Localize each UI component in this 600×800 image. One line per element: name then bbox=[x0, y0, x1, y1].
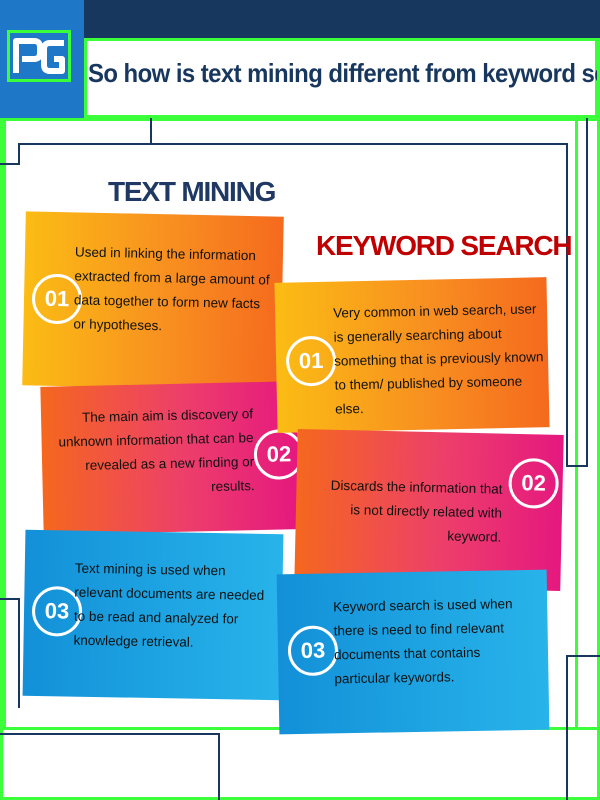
card-text: Discards the information that is not dir… bbox=[330, 477, 503, 545]
text-mining-heading: TEXT MINING bbox=[108, 176, 276, 207]
top-bar bbox=[0, 0, 600, 38]
frame-line bbox=[150, 118, 152, 144]
card-text: Used in linking the information extracte… bbox=[73, 244, 270, 334]
frame-line bbox=[566, 655, 568, 800]
keyword-search-card-3: 03 Keyword search is used when there is … bbox=[276, 569, 550, 735]
page-title: So how is text mining different from key… bbox=[88, 58, 600, 88]
inner-right-border bbox=[575, 121, 578, 727]
number-badge: 01 bbox=[285, 335, 337, 387]
keyword-search-heading: KEYWORD SEARCH bbox=[316, 230, 573, 261]
number-badge: 02 bbox=[508, 457, 560, 509]
inner-left-border bbox=[3, 121, 6, 727]
pg-logo-icon bbox=[13, 38, 65, 74]
frame-line bbox=[0, 598, 20, 600]
frame-line bbox=[0, 163, 20, 165]
frame-line bbox=[18, 598, 20, 708]
card-text: Very common in web search, user is gener… bbox=[332, 301, 544, 417]
bottom-border bbox=[0, 797, 600, 800]
frame-line bbox=[218, 733, 220, 800]
card-text: Keyword search is used when there is nee… bbox=[333, 596, 513, 687]
left-border bbox=[0, 118, 3, 800]
card-text: Text mining is used when relevant docume… bbox=[73, 560, 265, 650]
title-box bbox=[84, 38, 598, 118]
frame-line bbox=[566, 655, 600, 657]
card-text: The main aim is discovery of unknown inf… bbox=[58, 406, 255, 495]
frame-line bbox=[18, 143, 568, 145]
right-border bbox=[597, 38, 600, 800]
text-mining-card-1: 01 Used in linking the information extra… bbox=[22, 211, 284, 391]
text-mining-card-2: 02 The main aim is discovery of unknown … bbox=[40, 381, 305, 535]
frame-line bbox=[566, 465, 588, 467]
frame-line bbox=[586, 118, 588, 467]
keyword-search-card-1: 01 Very common in web search, user is ge… bbox=[274, 277, 550, 433]
frame-line bbox=[0, 733, 220, 735]
number-badge: 03 bbox=[287, 625, 339, 677]
text-mining-card-3: 03 Text mining is used when relevant doc… bbox=[22, 529, 284, 701]
frame-line bbox=[566, 143, 568, 465]
keyword-search-card-2: 02 Discards the information that is not … bbox=[294, 429, 564, 591]
pg-logo[interactable] bbox=[7, 30, 71, 82]
divider bbox=[0, 118, 600, 121]
frame-line bbox=[18, 143, 20, 163]
